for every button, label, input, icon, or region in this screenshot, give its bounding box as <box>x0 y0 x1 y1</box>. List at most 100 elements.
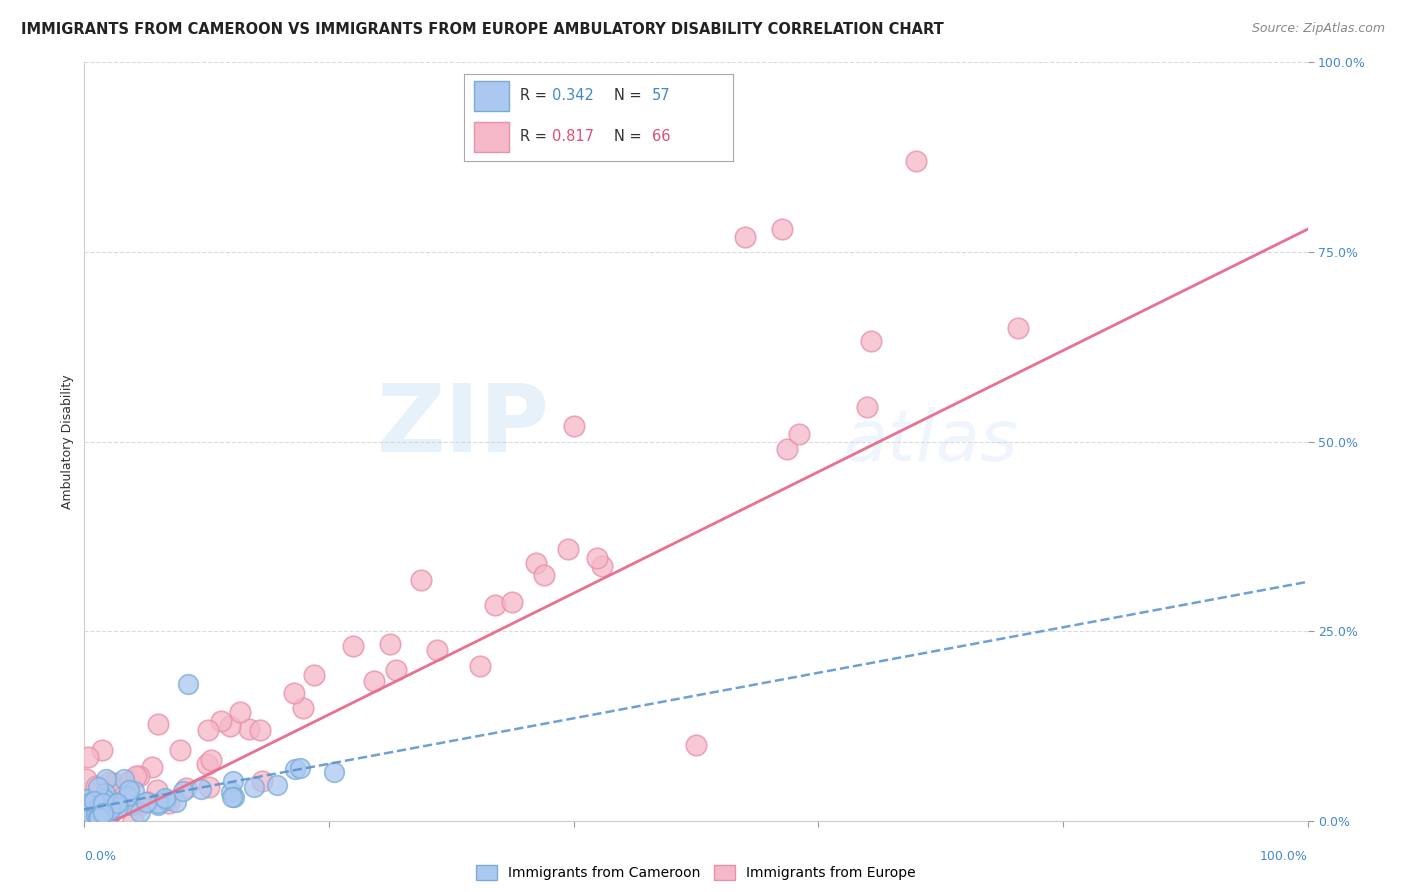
Point <box>378 637 401 651</box>
Point <box>288 761 311 775</box>
Point <box>94 814 117 828</box>
Text: IMMIGRANTS FROM CAMEROON VS IMMIGRANTS FROM EUROPE AMBULATORY DISABILITY CORRELA: IMMIGRANTS FROM CAMEROON VS IMMIGRANTS F… <box>21 22 943 37</box>
Point <box>105 797 128 811</box>
Point <box>249 723 271 737</box>
Point <box>562 419 585 434</box>
Point <box>120 797 142 812</box>
Text: 0.0%: 0.0% <box>84 849 117 863</box>
Point <box>76 799 98 814</box>
Point <box>107 800 129 814</box>
Point <box>174 780 197 795</box>
Point <box>94 814 117 828</box>
Point <box>426 643 449 657</box>
Point <box>190 782 212 797</box>
Point <box>75 772 97 786</box>
Point <box>101 805 124 819</box>
Point <box>96 789 118 804</box>
Point <box>84 808 107 822</box>
Point <box>76 814 98 828</box>
Point <box>87 811 110 825</box>
Point <box>75 812 97 826</box>
Point <box>159 796 181 810</box>
Point <box>734 229 756 244</box>
Point <box>250 773 273 788</box>
Point <box>169 743 191 757</box>
Point <box>91 797 114 811</box>
Point <box>83 794 105 808</box>
Point <box>87 780 110 794</box>
Point <box>200 753 222 767</box>
Point <box>770 222 793 236</box>
Point <box>82 808 104 822</box>
Point <box>363 673 385 688</box>
Point <box>484 598 506 612</box>
Point <box>243 780 266 795</box>
Point <box>468 659 491 673</box>
Point <box>87 804 110 818</box>
Point <box>97 807 120 822</box>
Point <box>266 778 288 792</box>
Point <box>129 805 152 819</box>
Point <box>859 334 882 349</box>
Point <box>195 756 218 771</box>
Point <box>112 772 135 786</box>
Point <box>120 774 142 789</box>
Point <box>91 797 114 812</box>
Point <box>146 796 169 810</box>
Point <box>83 810 105 824</box>
Point <box>86 808 108 822</box>
Point <box>224 790 246 805</box>
Point <box>103 775 125 789</box>
Point <box>77 806 100 821</box>
Point <box>905 153 928 168</box>
Point <box>775 442 797 456</box>
Point <box>80 805 103 820</box>
Point <box>124 797 146 812</box>
Point <box>153 790 176 805</box>
Point <box>141 759 163 773</box>
Point <box>409 573 432 587</box>
Point <box>146 798 169 813</box>
Point <box>787 427 810 442</box>
Point <box>91 809 114 823</box>
Point <box>93 792 115 806</box>
Text: 100.0%: 100.0% <box>1260 849 1308 863</box>
Point <box>284 762 307 776</box>
Point <box>283 686 305 700</box>
Point <box>75 792 97 806</box>
Point <box>98 802 121 816</box>
Point <box>219 718 242 732</box>
Point <box>122 784 145 798</box>
Point <box>129 798 152 813</box>
Point <box>122 814 145 828</box>
Text: Source: ZipAtlas.com: Source: ZipAtlas.com <box>1251 22 1385 36</box>
Point <box>80 796 103 810</box>
Point <box>87 798 110 813</box>
Point <box>91 796 114 810</box>
Point <box>76 803 98 817</box>
Point <box>591 559 613 574</box>
Point <box>125 770 148 784</box>
Point <box>97 775 120 789</box>
Point <box>135 795 157 809</box>
Point <box>76 749 98 764</box>
Point <box>75 793 97 807</box>
Y-axis label: Ambulatory Disability: Ambulatory Disability <box>60 375 75 508</box>
Point <box>221 784 243 798</box>
Point <box>93 804 115 818</box>
Point <box>96 793 118 807</box>
Point <box>97 809 120 823</box>
Point <box>83 809 105 823</box>
Point <box>146 716 169 731</box>
Point <box>585 551 607 566</box>
Point <box>1007 320 1029 334</box>
Point <box>856 400 879 414</box>
Point <box>533 567 555 582</box>
Point <box>238 722 260 736</box>
Legend: Immigrants from Cameroon, Immigrants from Europe: Immigrants from Cameroon, Immigrants fro… <box>471 860 921 886</box>
Point <box>291 701 314 715</box>
Point <box>221 790 243 805</box>
Point <box>524 556 547 570</box>
Point <box>165 795 187 809</box>
Point <box>229 705 252 719</box>
